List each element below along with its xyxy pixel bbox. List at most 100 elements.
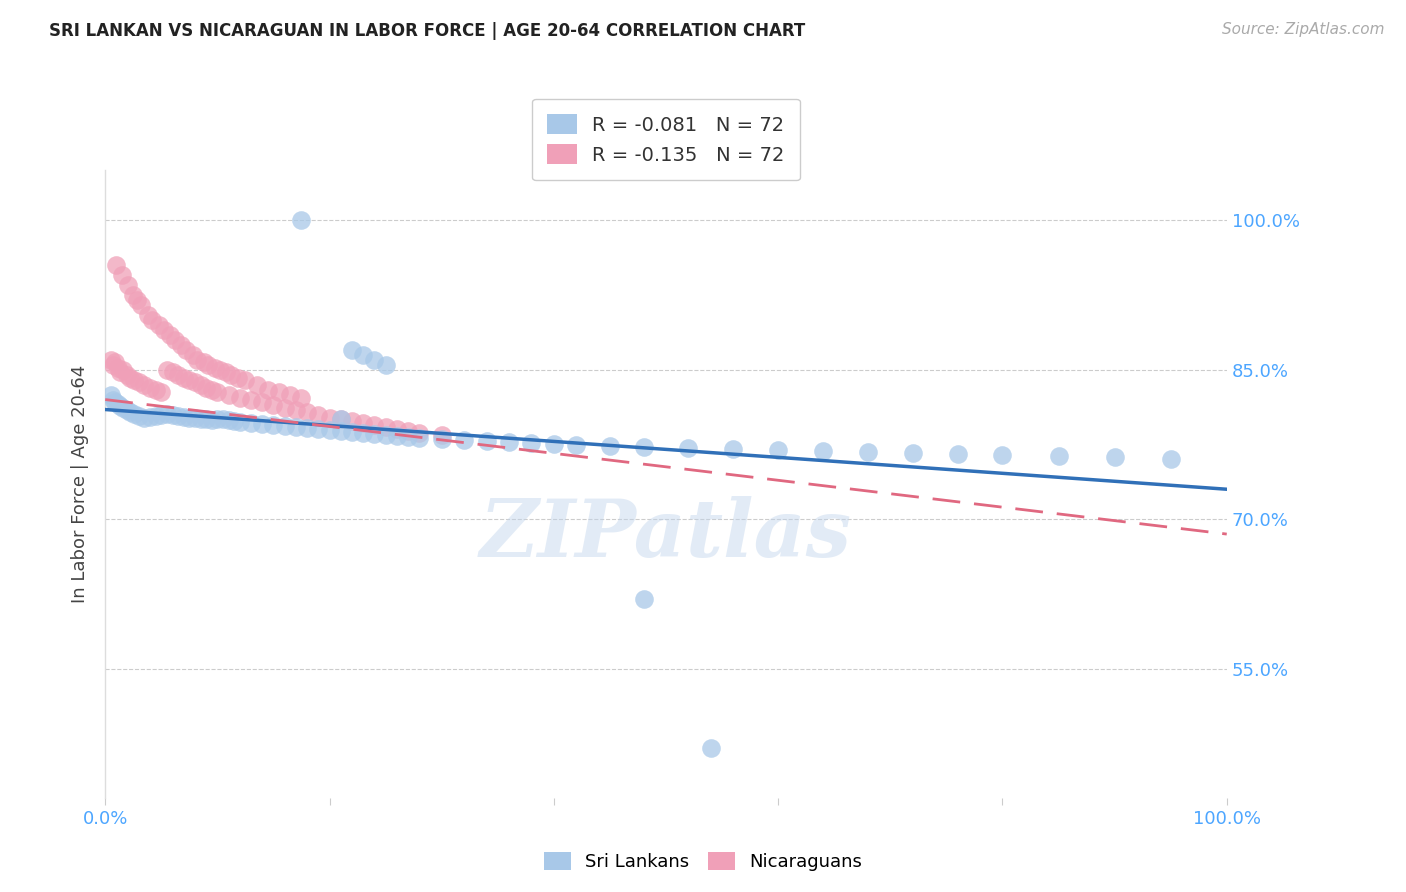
Point bbox=[633, 441, 655, 455]
Point bbox=[218, 387, 240, 401]
Point bbox=[340, 425, 363, 440]
Point bbox=[273, 401, 295, 415]
Point bbox=[374, 420, 396, 434]
Point bbox=[678, 442, 700, 456]
Point bbox=[186, 352, 208, 367]
Point bbox=[295, 421, 318, 435]
Point bbox=[340, 415, 363, 429]
Point bbox=[100, 387, 122, 401]
Point bbox=[190, 377, 212, 392]
Point bbox=[329, 412, 352, 426]
Point bbox=[453, 434, 475, 448]
Point bbox=[723, 442, 745, 457]
Point bbox=[246, 377, 269, 392]
Point bbox=[124, 373, 146, 387]
Point bbox=[218, 413, 240, 427]
Point bbox=[174, 343, 197, 357]
Point bbox=[252, 394, 274, 409]
Point bbox=[208, 362, 231, 376]
Point bbox=[136, 308, 159, 322]
Point bbox=[156, 407, 179, 421]
Point bbox=[163, 333, 186, 347]
Point bbox=[307, 422, 329, 436]
Point bbox=[396, 430, 419, 444]
Point bbox=[385, 422, 408, 436]
Point bbox=[162, 365, 184, 379]
Point bbox=[329, 412, 352, 426]
Point bbox=[162, 408, 184, 422]
Point bbox=[811, 444, 834, 458]
Point bbox=[115, 402, 138, 417]
Point bbox=[946, 447, 969, 461]
Point bbox=[148, 318, 170, 332]
Point bbox=[167, 368, 190, 382]
Point bbox=[240, 392, 263, 407]
Point bbox=[599, 439, 621, 453]
Point bbox=[520, 436, 543, 450]
Point bbox=[374, 428, 396, 442]
Point bbox=[273, 419, 295, 434]
Point bbox=[134, 410, 156, 425]
Point bbox=[408, 426, 430, 441]
Point bbox=[139, 409, 162, 424]
Point bbox=[139, 381, 162, 395]
Point bbox=[184, 411, 207, 425]
Point bbox=[122, 288, 145, 302]
Point bbox=[991, 448, 1014, 462]
Point bbox=[179, 373, 201, 387]
Point bbox=[170, 338, 193, 352]
Point bbox=[256, 383, 278, 397]
Point bbox=[125, 293, 148, 307]
Point bbox=[112, 401, 135, 415]
Point bbox=[352, 417, 374, 431]
Point bbox=[201, 413, 224, 427]
Point bbox=[385, 429, 408, 443]
Point bbox=[290, 213, 312, 227]
Point bbox=[363, 418, 385, 433]
Point bbox=[101, 392, 124, 407]
Point bbox=[159, 327, 181, 342]
Point bbox=[193, 354, 215, 368]
Point bbox=[1104, 450, 1126, 465]
Point bbox=[262, 398, 284, 412]
Point bbox=[901, 446, 924, 460]
Point bbox=[856, 445, 879, 459]
Point bbox=[173, 370, 195, 384]
Point bbox=[278, 387, 301, 401]
Point bbox=[408, 432, 430, 446]
Point bbox=[219, 368, 242, 382]
Point bbox=[700, 741, 723, 756]
Point bbox=[201, 383, 224, 397]
Point bbox=[252, 417, 274, 432]
Point bbox=[224, 415, 246, 429]
Legend: R = -0.081   N = 72, R = -0.135   N = 72: R = -0.081 N = 72, R = -0.135 N = 72 bbox=[531, 98, 800, 180]
Point bbox=[128, 409, 150, 423]
Point bbox=[105, 258, 128, 272]
Point bbox=[240, 417, 263, 431]
Point bbox=[318, 424, 340, 438]
Point bbox=[1160, 452, 1182, 467]
Point bbox=[229, 416, 252, 430]
Point bbox=[181, 348, 204, 362]
Point bbox=[117, 277, 139, 292]
Point bbox=[229, 391, 252, 405]
Point bbox=[352, 348, 374, 362]
Point bbox=[118, 404, 141, 418]
Point bbox=[633, 591, 655, 606]
Point bbox=[145, 383, 167, 397]
Point bbox=[111, 268, 134, 282]
Point bbox=[565, 438, 588, 452]
Point bbox=[107, 396, 129, 410]
Point bbox=[430, 428, 453, 442]
Point bbox=[108, 399, 131, 413]
Point bbox=[215, 365, 238, 379]
Point bbox=[235, 373, 257, 387]
Point bbox=[1047, 450, 1070, 464]
Point bbox=[107, 360, 129, 375]
Point bbox=[115, 368, 138, 382]
Point bbox=[195, 412, 218, 426]
Point bbox=[212, 412, 235, 426]
Point bbox=[150, 384, 173, 399]
Point bbox=[156, 362, 179, 376]
Point bbox=[152, 323, 174, 337]
